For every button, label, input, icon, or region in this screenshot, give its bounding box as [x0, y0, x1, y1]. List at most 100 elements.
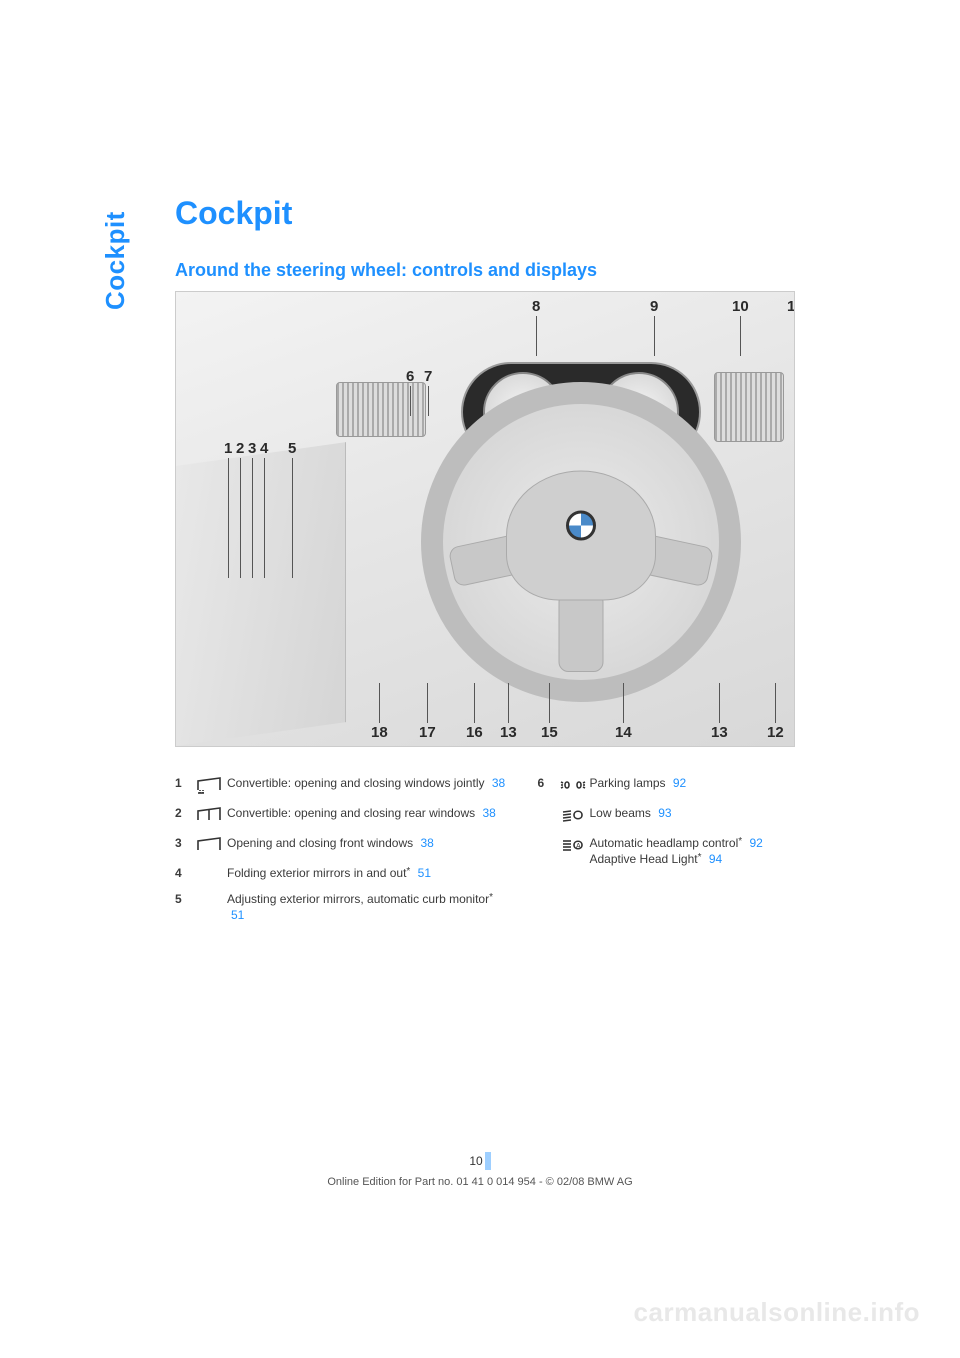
page-bar	[485, 1152, 491, 1170]
callout-line	[775, 683, 776, 723]
footer-edition-line: Online Edition for Part no. 01 41 0 014 …	[0, 1176, 960, 1188]
wheel-spoke	[559, 592, 604, 672]
page-reference: 38	[420, 836, 433, 850]
diagram-callout: 15	[541, 724, 558, 741]
page-reference: 38	[492, 776, 505, 790]
window-all-icon	[193, 775, 227, 795]
legend-label: Low beams	[590, 806, 651, 820]
diagram-callout: 13	[500, 724, 517, 741]
legend-number: 3	[175, 835, 193, 851]
legend-number: 5	[175, 891, 193, 907]
diagram-callout: 7	[424, 368, 432, 385]
auto-headlamp-icon: A	[556, 835, 590, 855]
page-reference: 92	[673, 776, 686, 790]
diagram-callout: 9	[650, 298, 658, 315]
steering-wheel-shape	[421, 382, 741, 702]
low-beams-icon	[556, 805, 590, 825]
diagram-callout: 13	[711, 724, 728, 741]
callout-line	[654, 316, 655, 356]
legend-row: 5 Adjusting exterior mirrors, automatic c…	[175, 891, 508, 923]
cockpit-diagram: 89101112345671817161315141312	[175, 291, 795, 747]
page-reference: 38	[483, 806, 496, 820]
legend-number: 6	[538, 775, 556, 791]
legend-number: 2	[175, 805, 193, 821]
page-reference: 93	[658, 806, 671, 820]
asterisk-icon: *	[489, 892, 493, 903]
legend-text: Folding exterior mirrors in and out* 51	[227, 865, 508, 881]
callout-line	[549, 683, 550, 723]
bmw-logo-icon	[566, 510, 596, 540]
page-title: Cockpit	[175, 195, 870, 232]
diagram-callout: 3	[248, 440, 256, 457]
callout-line	[252, 458, 253, 578]
legend-row: 3 Opening and closing front windows 38	[175, 835, 508, 855]
legend-row: A Automatic headlamp control * 92 Adaptive …	[538, 835, 871, 867]
legend-label: Convertible: opening and closing windows…	[227, 776, 484, 790]
window-rear-icon	[193, 805, 227, 825]
diagram-callout: 5	[288, 440, 296, 457]
diagram-callout: 4	[260, 440, 268, 457]
legend-label: Parking lamps	[590, 776, 666, 790]
vent-left-shape	[336, 382, 426, 437]
legend-label: Folding exterior mirrors in and out	[227, 866, 406, 880]
callout-line	[474, 683, 475, 723]
diagram-callout: 2	[236, 440, 244, 457]
diagram-callout: 1	[224, 440, 232, 457]
callout-line	[623, 683, 624, 723]
page-footer: 10 Online Edition for Part no. 01 41 0 0…	[0, 1152, 960, 1188]
diagram-callout: 18	[371, 724, 388, 741]
legend-row: 6 Parking lamps 92	[538, 775, 871, 795]
diagram-callout: 17	[419, 724, 436, 741]
callout-line	[240, 458, 241, 578]
legend-number: 1	[175, 775, 193, 791]
asterisk-icon: *	[698, 852, 702, 863]
legend-text: Adjusting exterior mirrors, automatic cu…	[227, 891, 508, 923]
callout-line	[292, 458, 293, 578]
legend-row: Low beams 93	[538, 805, 871, 825]
legend-text: Convertible: opening and closing rear wi…	[227, 805, 508, 821]
callout-line	[536, 316, 537, 356]
legend-label: Adjusting exterior mirrors, automatic cu…	[227, 892, 489, 906]
page-reference: 51	[418, 866, 431, 880]
legend-text: Automatic headlamp control * 92 Adaptive H…	[590, 835, 871, 867]
parking-lamps-icon	[556, 775, 590, 795]
svg-text:A: A	[576, 843, 581, 850]
page-number: 10	[469, 1154, 482, 1168]
page-reference: 94	[709, 852, 722, 866]
diagram-callout: 16	[466, 724, 483, 741]
legend-label: Adaptive Head Light	[590, 852, 698, 866]
callout-line	[740, 316, 741, 356]
diagram-callout: 10	[732, 298, 749, 315]
legend-text: Convertible: opening and closing windows…	[227, 775, 508, 791]
legend-number: 4	[175, 865, 193, 881]
wheel-hub	[506, 471, 656, 601]
legend-label: Convertible: opening and closing rear wi…	[227, 806, 475, 820]
diagram-callout: 12	[767, 724, 784, 741]
legend-row: 2 Convertible: opening and closing rear w…	[175, 805, 508, 825]
legend-text: Low beams 93	[590, 805, 871, 821]
legend-column-right: 6 Parking lamps 92 Low beams 93 A Automatic …	[538, 775, 871, 934]
callout-line	[228, 458, 229, 578]
callout-line	[379, 683, 380, 723]
legend-row: 4 Folding exterior mirrors in and out* 51	[175, 865, 508, 881]
side-section-label: Cockpit	[100, 211, 131, 310]
legend-text: Parking lamps 92	[590, 775, 871, 791]
callout-line	[264, 458, 265, 578]
door-panel-shape	[176, 442, 346, 746]
legend-label: Automatic headlamp control	[590, 836, 739, 850]
callout-line	[719, 683, 720, 723]
vent-right-shape	[714, 372, 784, 442]
diagram-callout: 11	[787, 298, 795, 315]
callout-line	[428, 386, 429, 416]
watermark-text: carmanualsonline.info	[634, 1297, 920, 1328]
legend-text: Opening and closing front windows 38	[227, 835, 508, 851]
page-number-box: 10	[469, 1152, 490, 1170]
legend-container: 1 Convertible: opening and closing window…	[175, 775, 870, 934]
page-reference: 92	[750, 836, 763, 850]
callout-line	[427, 683, 428, 723]
legend-row: 1 Convertible: opening and closing window…	[175, 775, 508, 795]
diagram-callout: 6	[406, 368, 414, 385]
legend-column-left: 1 Convertible: opening and closing window…	[175, 775, 508, 934]
asterisk-icon: *	[406, 866, 410, 877]
legend-label: Opening and closing front windows	[227, 836, 413, 850]
